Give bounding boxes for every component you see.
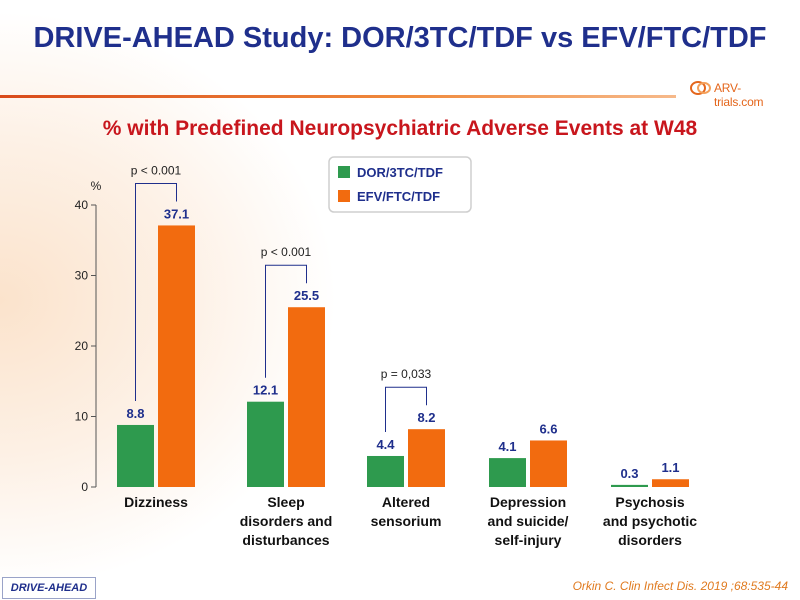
data-label: 4.4 [376,437,395,452]
legend-box [328,156,472,213]
category-label: disturbances [242,532,329,548]
data-label: 8.8 [126,406,144,421]
bar-efv [530,440,567,487]
significance-bracket [385,386,427,432]
bar-efv [652,479,689,487]
category-label: Psychosis [615,494,684,510]
significance-bracket [135,182,177,401]
legend-swatch [338,166,350,178]
y-tick-label: 10 [75,410,89,424]
data-label: 4.1 [498,439,516,454]
bar-efv [158,225,195,487]
data-label: 0.3 [620,466,638,481]
y-tick-label: 30 [75,269,89,283]
data-label: 8.2 [417,410,435,425]
y-tick-label: 0 [81,480,88,494]
bar-dor [489,458,526,487]
y-tick-label: 20 [75,339,89,353]
bar-dor [117,424,154,487]
category-label: Depression [490,494,566,510]
legend-swatch [338,190,350,202]
data-label: 6.6 [539,421,557,436]
category-label: Dizziness [124,494,188,510]
bar-dor [611,484,648,487]
data-label: 12.1 [253,383,278,398]
y-axis-label: % [91,179,102,193]
y-tick-label: 40 [75,198,89,212]
data-label: 37.1 [164,206,189,221]
p-value-label: p < 0.001 [261,245,312,259]
category-label: disorders [618,532,682,548]
category-label: self-injury [495,532,562,548]
category-label: and suicide/ [488,513,569,529]
logo-text: ARV-trials.com [714,81,764,109]
category-label: and psychotic [603,513,697,529]
significance-bracket [265,264,307,378]
category-label: Sleep [267,494,304,510]
arv-trials-logo: ARV-trials.com [690,78,790,109]
bar-efv [288,307,325,487]
data-label: 1.1 [661,460,679,475]
bar-dor [247,401,284,487]
citation: Orkin C. Clin Infect Dis. 2019 ;68:535-4… [572,579,788,593]
p-value-label: p = 0,033 [381,367,432,381]
category-label: disorders and [240,513,333,529]
slide-title: DRIVE-AHEAD Study: DOR/3TC/TDF vs EFV/FT… [33,22,767,54]
study-tag: DRIVE-AHEAD [2,577,96,599]
category-label: sensorium [371,513,442,529]
data-label: 25.5 [294,288,319,303]
logo-icon [690,81,711,95]
bar-efv [408,429,445,487]
chart-subtitle: % with Predefined Neuropsychiatric Adver… [102,117,698,140]
legend-label: DOR/3TC/TDF [357,165,443,180]
bar-dor [367,455,404,487]
legend-label: EFV/FTC/TDF [357,189,440,204]
category-label: Altered [382,494,430,510]
title-divider [0,95,676,98]
p-value-label: p < 0.001 [131,163,182,177]
